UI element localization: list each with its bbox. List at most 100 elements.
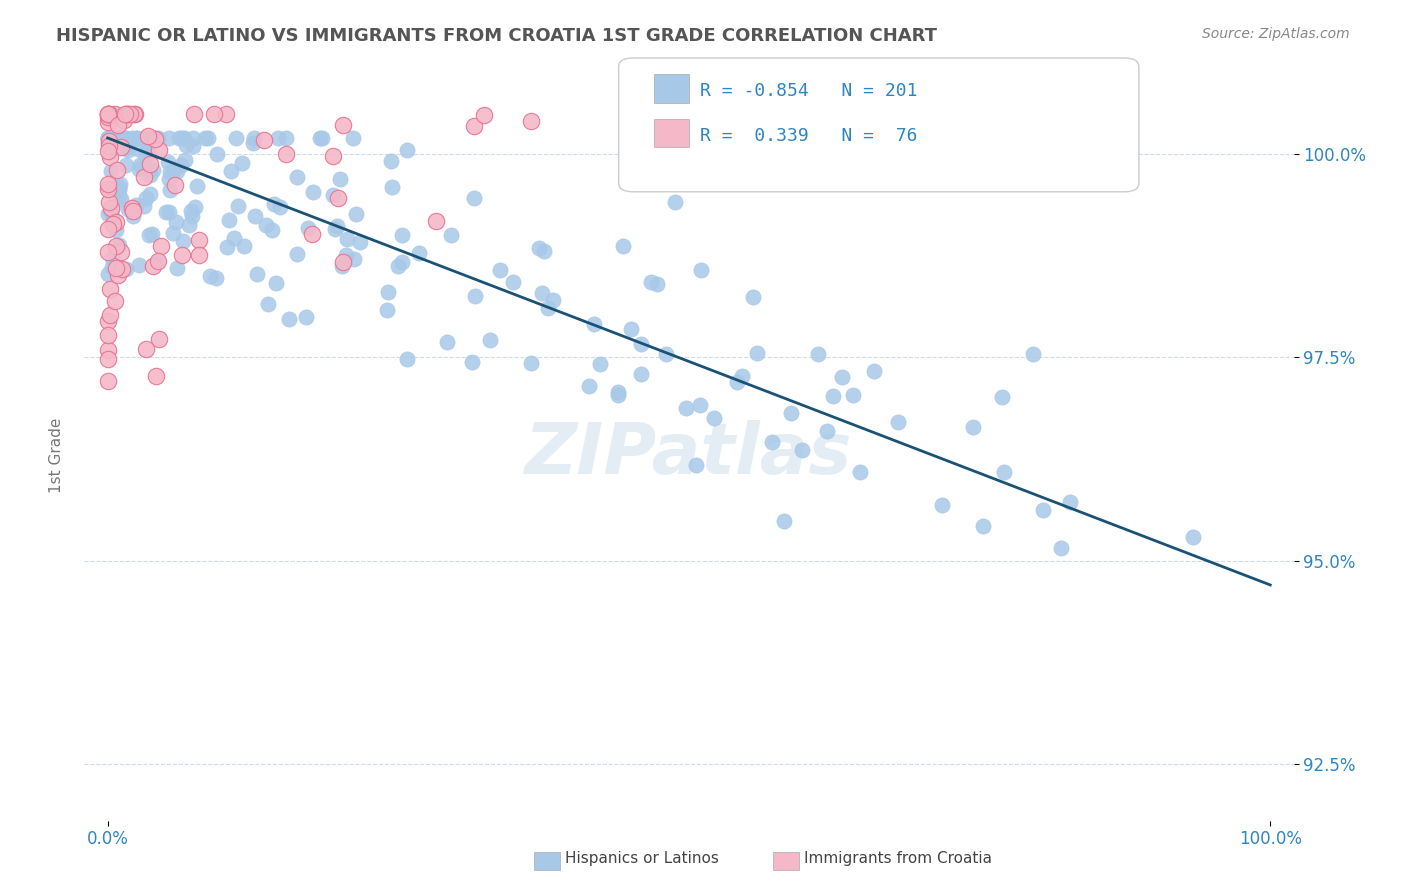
Point [107,268,129,282]
Point [138,128,160,143]
Point [98,282,121,296]
Point [108,183,131,197]
Point [107,163,129,178]
Y-axis label: 1st Grade: 1st Grade [49,417,63,492]
Point [121,131,143,145]
Point [217,239,239,253]
Point [233,239,256,253]
Point [148,332,170,346]
Point [174,153,197,167]
Point [134,198,156,212]
Point [100,164,122,178]
Point [395,144,418,158]
Point [612,239,634,253]
Text: R = -0.854   N = 201: R = -0.854 N = 201 [700,82,918,100]
Point [704,124,727,138]
Point [527,242,550,256]
Point [125,131,148,145]
Point [107,180,129,194]
Point [165,214,187,228]
Point [380,153,402,168]
Point [148,254,170,268]
Point [439,228,461,243]
Point [205,271,228,285]
Point [97,106,120,120]
Point [972,518,994,533]
Point [108,177,131,191]
Point [111,261,134,276]
Point [831,370,853,384]
Point [396,351,419,366]
Point [173,131,195,145]
Point [138,131,160,145]
Point [97,144,120,158]
Point [110,140,132,154]
Point [297,220,319,235]
Point [589,357,612,371]
Point [97,139,120,153]
Point [97,106,120,120]
Point [335,248,357,262]
Point [97,222,120,236]
Point [1181,530,1204,544]
Point [142,260,165,274]
Point [464,289,486,303]
Point [163,178,186,192]
Point [792,443,814,458]
Point [343,252,366,267]
Point [328,171,350,186]
Point [104,215,127,229]
Point [257,297,280,311]
Point [97,181,120,195]
Point [630,367,652,381]
Point [269,200,291,214]
Point [436,335,458,350]
Point [731,369,754,384]
Text: ZIPatlas: ZIPatlas [526,420,852,490]
Point [97,115,120,129]
Point [779,406,801,420]
Point [127,142,149,156]
Point [97,267,120,281]
Point [146,253,169,268]
Point [488,263,510,277]
Point [97,207,120,221]
Point [463,191,485,205]
Point [101,202,124,216]
Point [128,161,150,176]
Point [344,207,367,221]
Point [143,132,166,146]
Point [97,136,120,150]
Point [863,364,886,378]
Text: Hispanics or Latinos: Hispanics or Latinos [565,852,718,866]
Point [301,227,323,241]
Point [146,131,169,145]
Point [115,141,138,155]
Point [108,188,131,202]
Point [993,466,1015,480]
Point [108,131,131,145]
Point [205,147,228,161]
Point [157,172,180,186]
Point [761,434,783,449]
Text: R =  0.339   N =  76: R = 0.339 N = 76 [700,127,918,145]
Point [166,261,188,276]
Point [97,131,120,145]
Point [97,131,120,145]
Point [172,234,194,248]
Point [98,194,121,209]
Point [105,131,128,145]
Point [962,420,984,434]
Point [242,136,264,150]
Point [138,161,160,176]
Point [139,168,162,182]
Point [198,268,221,283]
Point [186,178,208,193]
Point [97,374,120,388]
Point [1049,541,1071,555]
Point [461,355,484,369]
Point [103,131,125,145]
Point [97,245,120,260]
Point [159,183,181,197]
Point [97,343,120,357]
